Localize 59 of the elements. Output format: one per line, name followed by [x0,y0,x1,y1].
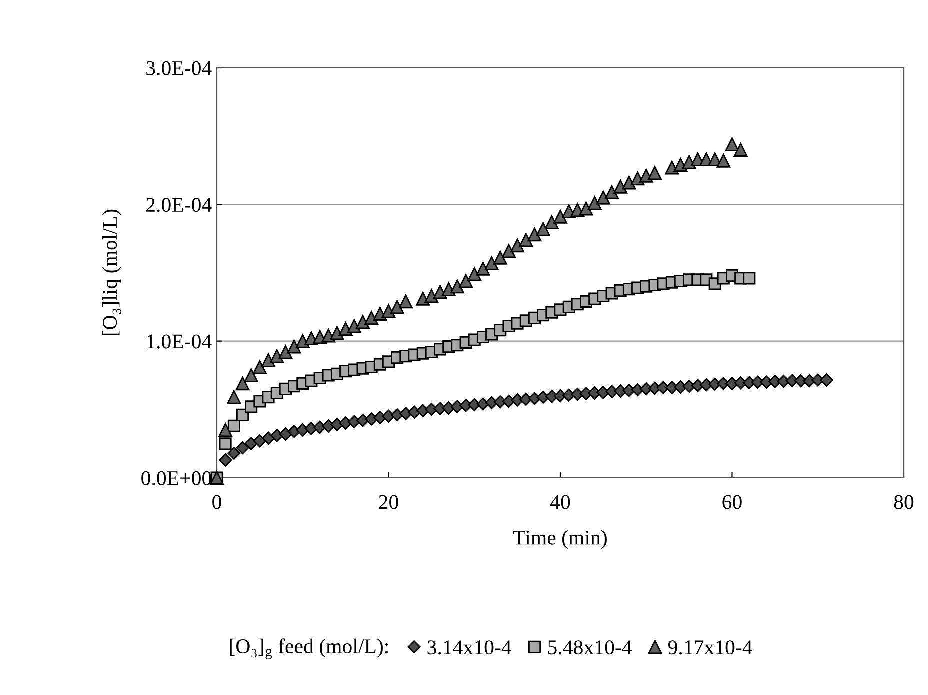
point [450,280,464,294]
point [459,274,473,288]
point [252,360,267,374]
x-axis-title: Time (min) [514,530,607,550]
point [424,289,439,304]
point [373,307,388,321]
point [270,349,284,364]
point [596,190,610,205]
point [382,304,396,318]
point [544,215,559,230]
point [734,143,748,157]
point [716,154,731,168]
y-tick-label: 0.0E+00 [142,471,212,486]
point [502,244,516,258]
point [484,256,499,270]
point [244,368,258,382]
point [648,166,662,180]
y-axis-title: [O₃]liq (mol/L) [102,210,122,336]
point [330,326,344,340]
x-tick-label: 40 [550,495,570,510]
point [622,176,636,190]
point [536,222,550,236]
point [510,238,525,253]
point [528,228,542,242]
x-tick-label: 60 [722,495,742,510]
point [639,169,654,183]
point [287,340,302,354]
x-tick-label: 80 [894,495,914,510]
x-tick-label: 20 [379,495,398,510]
legend-label: 5.48x10-4 [548,640,632,655]
point [364,311,379,326]
y-tick-label: 3.0E-04 [146,61,212,76]
point [278,345,293,360]
legend-label: 9.17x10-4 [668,640,752,655]
point [347,319,362,334]
point [588,196,602,210]
y-tick-label: 2.0E-04 [146,198,212,212]
legend-title: [O₃]$_{g}$ feed (mol/L): [230,638,388,660]
point [236,376,250,391]
point [338,322,353,336]
x-tick-label: 0 [212,495,222,510]
point [605,185,619,200]
point [493,251,508,265]
point [579,202,594,216]
point [390,300,404,314]
point [398,294,413,309]
point [218,423,233,438]
legend-label: 3.14x10-4 [428,640,512,655]
point [356,315,370,330]
point [725,138,740,152]
point [468,267,482,282]
point [227,390,242,404]
point [476,262,490,276]
point [674,158,688,172]
y-tick-label: 1.0E-04 [147,334,212,349]
point [614,180,628,194]
point [262,354,276,368]
point [554,210,568,224]
point [519,233,534,248]
